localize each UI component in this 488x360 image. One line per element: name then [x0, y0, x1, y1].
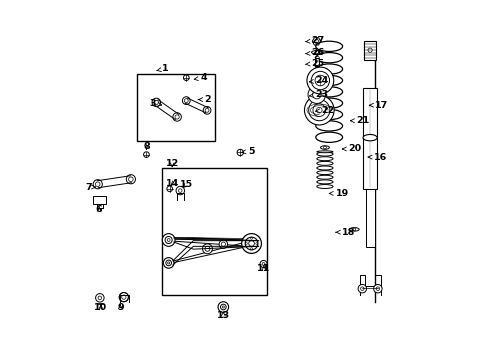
Circle shape: [119, 293, 128, 302]
Circle shape: [182, 97, 190, 104]
Circle shape: [202, 244, 212, 254]
Ellipse shape: [316, 157, 332, 161]
Text: 12: 12: [165, 158, 179, 167]
Circle shape: [373, 284, 381, 293]
Text: 2: 2: [198, 95, 210, 104]
Bar: [314, 58, 319, 66]
Circle shape: [306, 67, 333, 94]
Text: 19: 19: [329, 189, 348, 198]
Circle shape: [126, 175, 135, 184]
Text: 9: 9: [117, 303, 123, 312]
Ellipse shape: [316, 180, 332, 184]
Text: 24: 24: [309, 76, 327, 85]
Text: 27: 27: [305, 36, 324, 45]
Circle shape: [241, 234, 261, 253]
Bar: [161, 168, 267, 294]
Text: 5: 5: [242, 147, 254, 156]
Circle shape: [357, 284, 366, 293]
Ellipse shape: [348, 228, 358, 231]
Ellipse shape: [311, 50, 322, 54]
Text: 10: 10: [94, 303, 107, 312]
Ellipse shape: [316, 152, 332, 156]
Ellipse shape: [316, 175, 332, 179]
Circle shape: [219, 240, 227, 248]
Text: 18: 18: [335, 228, 354, 237]
Circle shape: [162, 234, 175, 246]
Text: 26: 26: [305, 49, 324, 58]
Ellipse shape: [316, 166, 332, 170]
Text: 3: 3: [149, 99, 162, 108]
Ellipse shape: [316, 171, 332, 175]
Bar: [137, 74, 214, 141]
Circle shape: [96, 294, 104, 302]
Circle shape: [93, 180, 102, 189]
Circle shape: [307, 86, 325, 103]
Ellipse shape: [316, 185, 332, 189]
Ellipse shape: [362, 135, 376, 141]
Text: 22: 22: [315, 105, 334, 114]
Text: 14: 14: [166, 179, 179, 188]
Circle shape: [203, 107, 210, 114]
Ellipse shape: [316, 151, 332, 153]
Bar: [362, 88, 376, 189]
Text: 21: 21: [350, 116, 369, 125]
Ellipse shape: [316, 161, 332, 165]
Circle shape: [176, 186, 184, 195]
Text: 16: 16: [367, 153, 387, 162]
Text: 8: 8: [143, 142, 149, 151]
Circle shape: [152, 98, 160, 107]
Text: 7: 7: [85, 183, 95, 192]
Text: 6: 6: [96, 206, 102, 215]
Ellipse shape: [320, 146, 329, 149]
Circle shape: [218, 302, 228, 312]
Text: 11: 11: [257, 264, 270, 273]
Text: 25: 25: [305, 59, 323, 68]
Text: 13: 13: [216, 311, 229, 320]
Text: 1: 1: [156, 64, 168, 73]
Bar: [93, 196, 106, 204]
Text: 20: 20: [342, 144, 361, 153]
Circle shape: [304, 95, 333, 125]
Text: 15: 15: [180, 180, 193, 189]
Circle shape: [163, 258, 174, 268]
Text: 23: 23: [309, 90, 327, 99]
Bar: [365, 189, 374, 247]
Bar: [363, 41, 376, 60]
Circle shape: [173, 113, 181, 121]
Text: 17: 17: [368, 101, 387, 110]
Text: 4: 4: [194, 73, 206, 82]
